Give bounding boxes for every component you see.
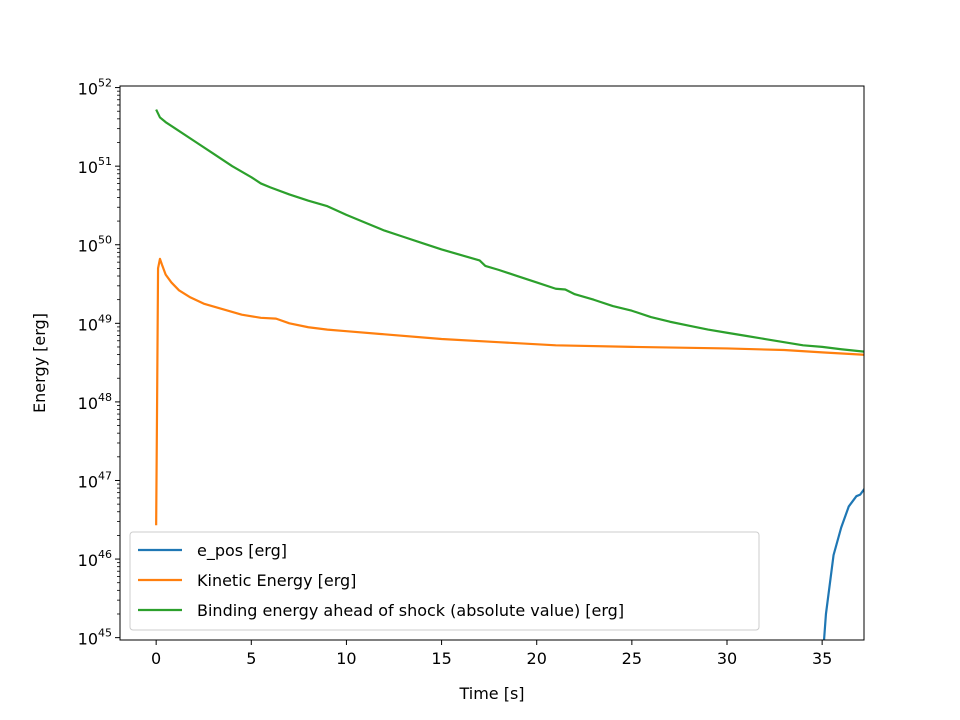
y-tick-label: 1050	[78, 234, 112, 256]
y-tick-label: 1049	[78, 312, 112, 334]
x-tick-label: 35	[812, 649, 832, 668]
legend-label-2: Binding energy ahead of shock (absolute …	[197, 601, 624, 620]
x-tick-label: 15	[431, 649, 451, 668]
x-tick-label: 30	[717, 649, 737, 668]
legend: e_pos [erg] Kinetic Energy [erg] Binding e…	[129, 531, 760, 631]
y-tick-label: 1048	[78, 391, 112, 413]
y-tick-label: 1051	[78, 155, 112, 177]
x-tick-label: 5	[246, 649, 256, 668]
x-tick-label: 25	[622, 649, 642, 668]
x-tick-label: 0	[151, 649, 161, 668]
y-tick-label: 1047	[78, 469, 112, 491]
series-line-0	[822, 487, 864, 640]
series-layer	[155, 109, 864, 640]
legend-label-1: Kinetic Energy [erg]	[197, 571, 356, 590]
x-tick-label: 20	[527, 649, 547, 668]
series-line-2	[155, 109, 864, 353]
x-tick-label: 10	[336, 649, 356, 668]
legend-box	[129, 531, 760, 631]
y-tick-label: 1052	[78, 77, 112, 99]
legend-label-0: e_pos [erg]	[197, 541, 287, 561]
x-axis-label: Time [s]	[458, 684, 524, 703]
x-axis-ticks: 0 5 10 15 20 25 30 35	[151, 640, 832, 668]
y-axis-ticks: 1045 1046 1047 1048 1049 1050 1051 1052	[78, 77, 120, 649]
axes-frame	[119, 85, 865, 641]
y-axis-label: Energy [erg]	[30, 313, 49, 413]
y-tick-label: 1045	[78, 627, 112, 649]
series-line-1	[155, 257, 864, 526]
y-tick-label: 1046	[78, 548, 112, 570]
